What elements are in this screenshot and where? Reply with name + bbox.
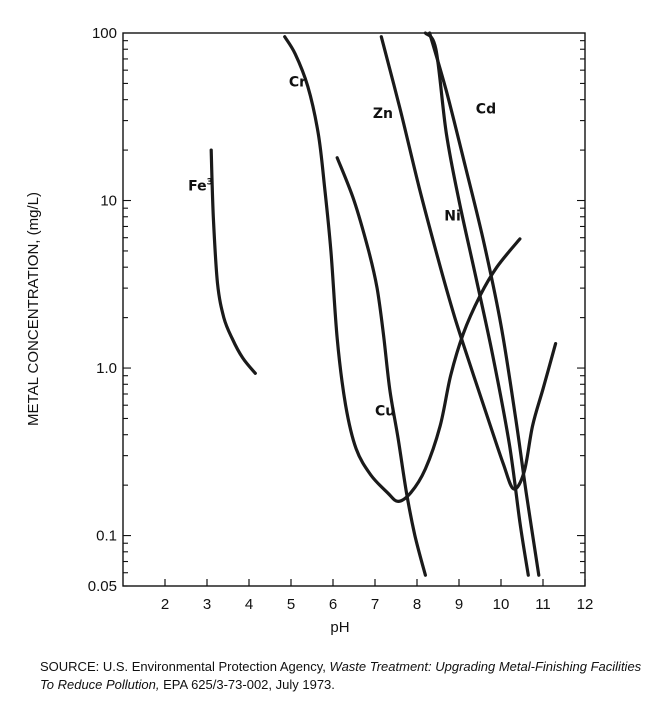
series-line-cd	[428, 31, 541, 577]
series-label-fe: Fe3	[188, 177, 213, 194]
x-axis-ticks: 2 3 4 5 6 7 8 9 10 11 12	[161, 579, 594, 613]
source-citation: SOURCE: U.S. Environmental Protection Ag…	[40, 658, 650, 694]
y-axis-title: METAL CONCENTRATION, (mg/L)	[25, 192, 42, 426]
source-title: Waste Treatment: Upgrading Metal-Finishi…	[40, 659, 642, 692]
series-label-cu: Cu	[375, 404, 395, 420]
series-label-cr: Cr	[289, 74, 306, 90]
x-tick-label: 11	[535, 596, 551, 613]
series-curves	[209, 31, 558, 577]
x-tick-label: 3	[203, 596, 211, 613]
x-tick-label: 12	[577, 596, 594, 613]
x-tick-label: 9	[455, 596, 463, 613]
x-tick-label: 5	[287, 596, 295, 613]
series-labels: Fe3 Cr Cu Zn Ni Cd	[188, 74, 496, 419]
series-line-zn	[379, 35, 558, 491]
source-reference: EPA 625/3-73-002, July 1973.	[163, 677, 335, 692]
plot-frame	[122, 32, 586, 587]
series-line-ni	[423, 31, 530, 577]
series-label-cd: Cd	[476, 102, 496, 118]
x-tick-label: 10	[493, 596, 510, 613]
x-tick-label: 2	[161, 596, 169, 613]
x-tick-label: 8	[413, 596, 421, 613]
series-label-zn: Zn	[373, 106, 393, 122]
source-agency: U.S. Environmental Protection Agency,	[102, 659, 326, 674]
series-label-superscript: 3	[207, 177, 213, 187]
source-label: SOURCE:	[40, 659, 100, 674]
series-line-fe	[209, 148, 257, 375]
metal-concentration-chart: 2 3 4 5 6 7 8 9 10 11 12 100 10 1.0 0.1 0.05 Fe3 Cr Cu Zn…	[25, 25, 594, 636]
y-tick-label: 100	[92, 25, 117, 42]
x-tick-label: 6	[329, 596, 337, 613]
x-tick-label: 7	[371, 596, 379, 613]
x-tick-label: 4	[245, 596, 253, 613]
y-tick-label: 0.05	[88, 578, 117, 595]
y-tick-label: 10	[100, 193, 117, 210]
y-tick-label: 1.0	[96, 360, 117, 377]
series-line-cu	[335, 156, 427, 577]
series-label-ni: Ni	[444, 208, 461, 224]
y-axis-ticks: 100 10 1.0 0.1 0.05	[88, 25, 585, 595]
y-tick-label: 0.1	[96, 528, 117, 545]
x-axis-title: pH	[330, 619, 349, 636]
